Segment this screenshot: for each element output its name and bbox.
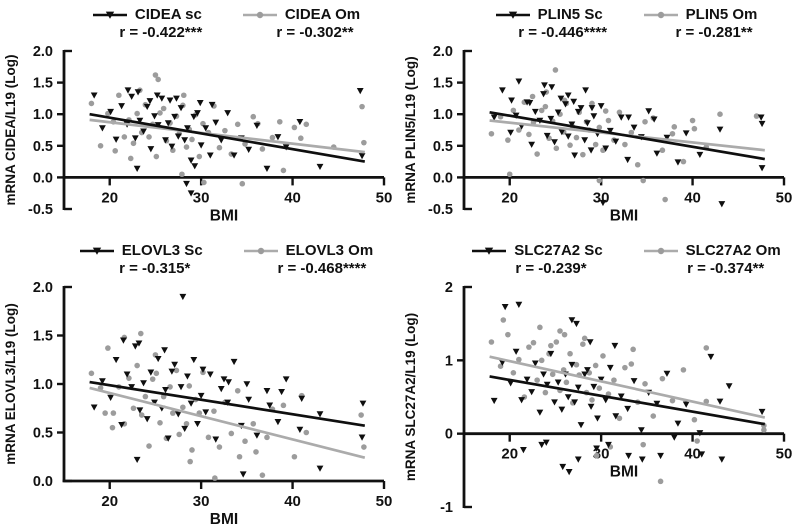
r-value-plin5-om: r = -0.281** <box>675 24 753 41</box>
legend-entry-slc27a2-sc: SLC27A2 Sc r = -0.239* <box>471 242 603 277</box>
legend-label-plin5-sc: PLIN5 Sc <box>537 6 603 23</box>
svg-text:50: 50 <box>776 446 793 463</box>
svg-text:-1: -1 <box>440 500 453 516</box>
svg-text:2.0: 2.0 <box>433 44 453 60</box>
svg-text:50: 50 <box>776 189 793 206</box>
legend-plin5: PLIN5 Sc r = -0.446**** PLIN5 Om r = -0.… <box>400 0 800 41</box>
svg-text:30: 30 <box>593 189 610 206</box>
panel-elovl3: ELOVL3 Sc r = -0.315* ELOVL3 Om r = -0.4… <box>0 236 400 530</box>
svg-text:40: 40 <box>684 446 701 463</box>
svg-text:1.5: 1.5 <box>33 329 53 345</box>
legend-entry-elovl3-om: ELOVL3 Om r = -0.468**** <box>243 242 374 277</box>
svg-text:mRNA CIDEA/L19 (Log): mRNA CIDEA/L19 (Log) <box>3 55 18 206</box>
legend-label-elovl3-sc: ELOVL3 Sc <box>121 242 203 259</box>
elovl3-scatter-plot: 20 30 40 50 0.0 0.5 1.0 1.5 2.0 BMI mRNA ELOVL3/L1… <box>3 280 393 525</box>
r-value-elovl3-sc: r = -0.315* <box>119 260 191 277</box>
legend-label-elovl3-om: ELOVL3 Om <box>285 242 374 259</box>
svg-text:mRNA ELOVL3/L19 (Log): mRNA ELOVL3/L19 (Log) <box>3 303 18 465</box>
legend-entry-plin5-om: PLIN5 Om r = -0.281** <box>643 6 758 41</box>
svg-text:0.0: 0.0 <box>433 170 453 186</box>
plin5-sc-line-triangle-icon <box>495 8 531 22</box>
svg-text:0.0: 0.0 <box>33 474 53 490</box>
svg-text:2.0: 2.0 <box>33 44 53 60</box>
svg-text:40: 40 <box>284 189 301 206</box>
legend-label-slc27a2-om: SLC27A2 Om <box>685 242 781 259</box>
legend-entry-plin5-sc: PLIN5 Sc r = -0.446**** <box>495 6 607 41</box>
legend-elovl3: ELOVL3 Sc r = -0.315* ELOVL3 Om r = -0.4… <box>0 236 400 277</box>
svg-text:20: 20 <box>101 189 118 206</box>
svg-text:2: 2 <box>445 280 453 296</box>
plin5-scatter-plot: 20 30 40 50 -0.5 0.0 0.5 1.0 1.5 2.0 BMI mRNA PLIN5… <box>403 44 793 224</box>
svg-text:0.5: 0.5 <box>433 139 453 155</box>
svg-text:mRNA PLIN5/L19 (Log): mRNA PLIN5/L19 (Log) <box>403 56 418 203</box>
panel-slc27a2: SLC27A2 Sc r = -0.239* SLC27A2 Om r = -0… <box>400 236 800 530</box>
legend-label-cidea-om: CIDEA Om <box>284 6 361 23</box>
r-value-cidea-om: r = -0.302** <box>276 24 354 41</box>
panel-cidea: CIDEA sc r = -0.422*** CIDEA Om r = -0.3… <box>0 0 400 236</box>
r-value-plin5-sc: r = -0.446**** <box>518 24 608 41</box>
svg-text:-0.5: -0.5 <box>428 202 453 218</box>
svg-text:20: 20 <box>501 189 518 206</box>
svg-text:-0.5: -0.5 <box>28 202 53 218</box>
svg-text:20: 20 <box>101 493 118 510</box>
svg-text:1: 1 <box>445 353 453 369</box>
svg-text:0: 0 <box>445 427 453 443</box>
svg-text:1.0: 1.0 <box>433 107 453 123</box>
legend-cidea: CIDEA sc r = -0.422*** CIDEA Om r = -0.3… <box>0 0 400 41</box>
legend-entry-cidea-om: CIDEA Om r = -0.302** <box>242 6 360 41</box>
svg-text:30: 30 <box>193 493 210 510</box>
svg-text:BMI: BMI <box>210 511 238 525</box>
slc27a2-om-line-circle-icon <box>643 244 679 258</box>
svg-text:BMI: BMI <box>610 207 638 224</box>
slc27a2-sc-line-triangle-icon <box>471 244 507 258</box>
svg-text:2.0: 2.0 <box>33 280 53 296</box>
svg-text:BMI: BMI <box>610 464 638 481</box>
cidea-sc-line-triangle-icon <box>92 8 128 22</box>
svg-text:0.5: 0.5 <box>33 139 53 155</box>
legend-label-plin5-om: PLIN5 Om <box>685 6 758 23</box>
legend-entry-cidea-sc: CIDEA sc r = -0.422*** <box>92 6 202 41</box>
svg-text:40: 40 <box>284 493 301 510</box>
svg-text:0.0: 0.0 <box>33 170 53 186</box>
cidea-om-line-circle-icon <box>242 8 278 22</box>
r-value-elovl3-om: r = -0.468**** <box>277 260 367 277</box>
elovl3-om-line-circle-icon <box>243 244 279 258</box>
svg-text:1.0: 1.0 <box>33 107 53 123</box>
svg-text:40: 40 <box>684 189 701 206</box>
svg-text:1.5: 1.5 <box>433 76 453 92</box>
legend-entry-slc27a2-om: SLC27A2 Om r = -0.374** <box>643 242 781 277</box>
legend-entry-elovl3-sc: ELOVL3 Sc r = -0.315* <box>79 242 203 277</box>
svg-text:50: 50 <box>376 189 393 206</box>
svg-text:BMI: BMI <box>210 207 238 224</box>
svg-text:20: 20 <box>501 446 518 463</box>
cidea-scatter-plot: 20 30 40 50 -0.5 0.0 0.5 1.0 1.5 2.0 BMI mRNA CIDEA… <box>3 44 393 224</box>
svg-text:1.5: 1.5 <box>33 76 53 92</box>
svg-text:mRNA SLC27A2/L19 (Log): mRNA SLC27A2/L19 (Log) <box>403 313 418 481</box>
legend-label-slc27a2-sc: SLC27A2 Sc <box>514 242 603 259</box>
panel-plin5: PLIN5 Sc r = -0.446**** PLIN5 Om r = -0.… <box>400 0 800 236</box>
svg-text:0.5: 0.5 <box>33 426 53 442</box>
r-value-cidea-sc: r = -0.422*** <box>119 24 203 41</box>
plin5-om-line-circle-icon <box>643 8 679 22</box>
r-value-slc27a2-om: r = -0.374** <box>687 260 765 277</box>
svg-text:50: 50 <box>376 493 393 510</box>
legend-slc27a2: SLC27A2 Sc r = -0.239* SLC27A2 Om r = -0… <box>400 236 800 277</box>
elovl3-sc-line-triangle-icon <box>79 244 115 258</box>
r-value-slc27a2-sc: r = -0.239* <box>515 260 587 277</box>
legend-label-cidea-sc: CIDEA sc <box>134 6 202 23</box>
svg-text:1.0: 1.0 <box>33 377 53 393</box>
svg-text:30: 30 <box>193 189 210 206</box>
